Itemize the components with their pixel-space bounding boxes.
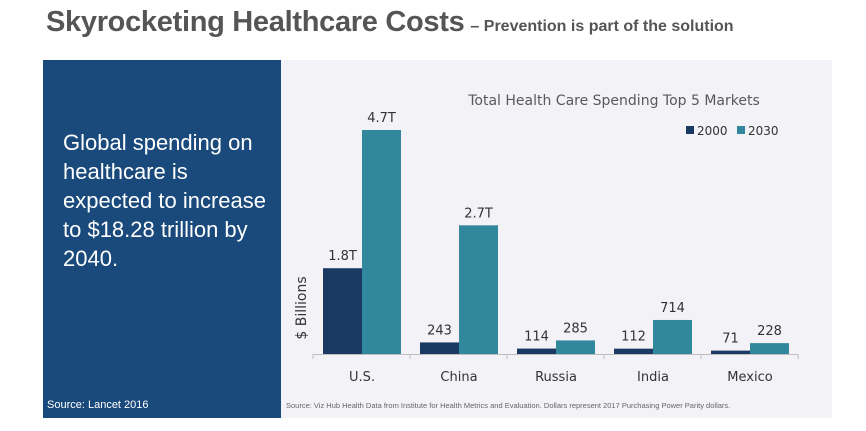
x-tick-label: U.S.: [349, 370, 375, 385]
x-tick-label: Russia: [535, 370, 577, 385]
data-label: 114: [524, 330, 549, 345]
x-axis: U.S. China Russia India Mexico: [312, 354, 799, 385]
bar-2030-mexico: [750, 343, 789, 354]
x-tick-label: Mexico: [727, 370, 772, 385]
title-subtitle: – Prevention is part of the solution: [470, 18, 734, 35]
bar-2030-china: [459, 225, 498, 354]
legend-swatch-2000: [686, 126, 694, 134]
data-label: 112: [621, 330, 646, 345]
bars-group: 1.8T 4.7T 243 2.7T 114 285 112 714 71 228: [323, 111, 789, 354]
bar-2030-india: [653, 319, 692, 354]
bar-2000-us: [323, 268, 362, 354]
y-axis-label: $ Billions: [294, 276, 310, 339]
bar-2000-russia: [517, 348, 556, 354]
chart-title: Total Health Care Spending Top 5 Markets: [467, 93, 760, 109]
chart-panel: Total Health Care Spending Top 5 Markets…: [281, 60, 832, 418]
bar-chart: Total Health Care Spending Top 5 Markets…: [294, 93, 799, 385]
data-label: 4.7T: [367, 111, 396, 126]
bar-2000-mexico: [711, 350, 750, 354]
data-label: 228: [757, 324, 782, 339]
title-main: Skyrocketing Healthcare Costs: [46, 6, 465, 38]
bar-2000-china: [420, 342, 459, 354]
legend-label-2000: 2000: [697, 124, 728, 138]
data-label: 1.8T: [328, 249, 357, 264]
chart-legend: 2000 2030: [686, 124, 779, 138]
legend-label-2030: 2030: [748, 124, 779, 138]
summary-text: Global spending on healthcare is expecte…: [63, 130, 267, 271]
data-label: 71: [722, 332, 739, 347]
data-label: 714: [660, 301, 685, 316]
bar-2000-india: [614, 348, 653, 354]
summary-source: Source: Lancet 2016: [47, 399, 149, 411]
summary-panel: Global spending on healthcare is expecte…: [43, 60, 281, 418]
data-label: 285: [563, 321, 588, 336]
bar-2030-us: [362, 130, 401, 354]
legend-swatch-2030: [737, 126, 745, 134]
bar-2030-russia: [556, 340, 595, 354]
x-tick-label: China: [440, 370, 477, 385]
page-title: Skyrocketing Healthcare Costs – Preventio…: [46, 6, 734, 39]
data-label: 243: [427, 323, 452, 338]
data-label: 2.7T: [464, 206, 493, 221]
x-tick-label: India: [637, 370, 669, 385]
chart-source: Source: Viz Hub Health Data from Institu…: [286, 401, 731, 410]
